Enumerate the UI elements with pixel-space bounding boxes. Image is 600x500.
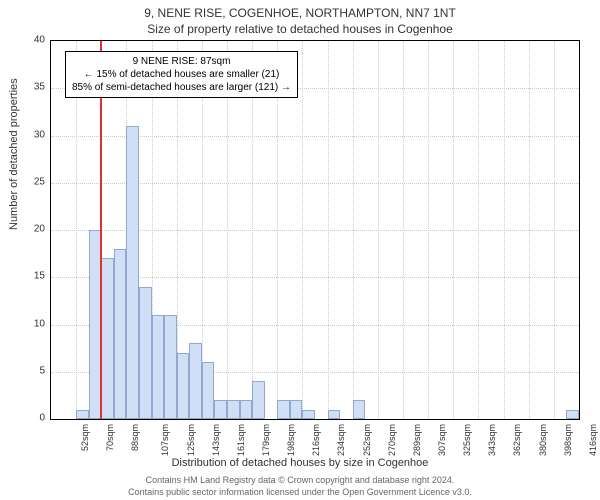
x-tick-label: 234sqm <box>336 424 346 456</box>
gridline-v <box>353 41 354 419</box>
gridline-v <box>504 41 505 419</box>
x-tick-label: 88sqm <box>130 424 140 451</box>
histogram-bar <box>353 400 366 419</box>
y-tick-label: 15 <box>5 271 45 282</box>
y-tick-label: 20 <box>5 224 45 235</box>
x-tick-label: 70sqm <box>105 424 115 451</box>
gridline-v <box>428 41 429 419</box>
x-tick-label: 398sqm <box>563 424 573 456</box>
y-axis-label: Number of detached properties <box>8 78 20 230</box>
histogram-bar <box>240 400 253 419</box>
y-tick-label: 40 <box>5 35 45 46</box>
x-tick-label: 216sqm <box>311 424 321 456</box>
x-tick-label: 380sqm <box>538 424 548 456</box>
histogram-bar <box>189 343 202 419</box>
histogram-bar <box>202 362 215 419</box>
x-tick-label: 161sqm <box>236 424 246 456</box>
histogram-bar <box>302 410 315 419</box>
x-tick-label: 270sqm <box>387 424 397 456</box>
gridline-v <box>529 41 530 419</box>
x-axis-label: Distribution of detached houses by size … <box>0 457 600 469</box>
gridline-v <box>328 41 329 419</box>
histogram-bar <box>152 315 165 419</box>
x-tick-label: 52sqm <box>80 424 90 451</box>
histogram-bar <box>566 410 579 419</box>
y-tick-label: 35 <box>5 82 45 93</box>
x-tick-label: 362sqm <box>512 424 522 456</box>
histogram-bar <box>164 315 177 419</box>
y-tick-label: 0 <box>5 413 45 424</box>
histogram-bar <box>114 249 127 419</box>
x-tick-label: 252sqm <box>362 424 372 456</box>
gridline-v <box>302 41 303 419</box>
gridline-v <box>453 41 454 419</box>
x-tick-label: 125sqm <box>186 424 196 456</box>
gridline-v <box>403 41 404 419</box>
gridline-v <box>554 41 555 419</box>
x-tick-label: 107sqm <box>160 424 170 456</box>
histogram-bar <box>126 126 139 419</box>
x-tick-label: 198sqm <box>286 424 296 456</box>
annotation-line: 85% of semi-detached houses are larger (… <box>72 81 291 94</box>
x-tick-label: 289sqm <box>412 424 422 456</box>
footer-copyright-2: Contains public sector information licen… <box>0 487 600 497</box>
y-tick-label: 5 <box>5 365 45 376</box>
histogram-bar <box>177 353 190 419</box>
histogram-bar <box>252 381 265 419</box>
plot-area: 9 NENE RISE: 87sqm← 15% of detached hous… <box>50 40 580 420</box>
histogram-bar <box>328 410 341 419</box>
histogram-bar <box>139 287 152 419</box>
histogram-bar <box>290 400 303 419</box>
footer-copyright-1: Contains HM Land Registry data © Crown c… <box>0 475 600 485</box>
histogram-bar <box>277 400 290 419</box>
histogram-bar <box>227 400 240 419</box>
chart-title-address: 9, NENE RISE, COGENHOE, NORTHAMPTON, NN7… <box>0 6 600 20</box>
x-tick-label: 343sqm <box>487 424 497 456</box>
gridline-v <box>478 41 479 419</box>
histogram-bar <box>214 400 227 419</box>
x-tick-label: 143sqm <box>211 424 221 456</box>
gridline-v <box>378 41 379 419</box>
histogram-bar <box>101 258 114 419</box>
annotation-line: ← 15% of detached houses are smaller (21… <box>72 68 291 81</box>
x-tick-label: 325sqm <box>462 424 472 456</box>
histogram-bar <box>76 410 89 419</box>
chart-subtitle: Size of property relative to detached ho… <box>0 22 600 36</box>
y-tick-label: 30 <box>5 129 45 140</box>
x-tick-label: 416sqm <box>588 424 598 456</box>
y-tick-label: 25 <box>5 176 45 187</box>
x-tick-label: 307sqm <box>437 424 447 456</box>
annotation-line: 9 NENE RISE: 87sqm <box>72 55 291 68</box>
x-tick-label: 179sqm <box>261 424 271 456</box>
annotation-box: 9 NENE RISE: 87sqm← 15% of detached hous… <box>65 51 298 98</box>
y-tick-label: 10 <box>5 318 45 329</box>
